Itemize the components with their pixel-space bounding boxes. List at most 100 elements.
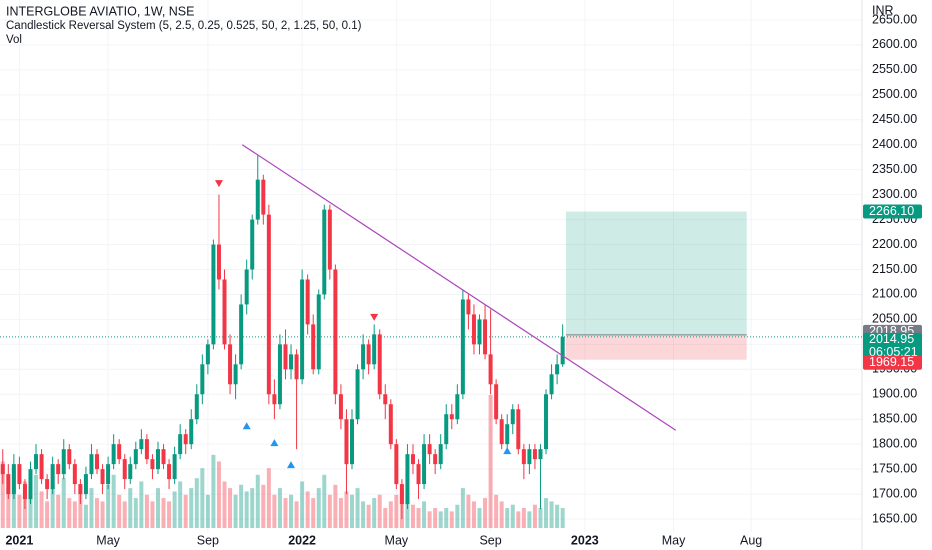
volume-bar — [455, 504, 460, 528]
candle-body — [266, 214, 271, 395]
candle-body — [183, 434, 188, 445]
candle-body — [272, 394, 277, 405]
chart-title: INTERGLOBE AVIATIO, 1W, NSE — [6, 4, 194, 18]
volume-bar — [133, 498, 138, 528]
candle-body — [228, 344, 233, 385]
volume-bar — [311, 498, 316, 528]
candle-body — [405, 454, 410, 505]
candle-body — [95, 454, 100, 470]
candle-body — [89, 454, 94, 475]
signal-marker — [370, 313, 379, 321]
volume-bar — [322, 474, 327, 528]
volume-bar — [527, 511, 532, 528]
candle-body — [377, 334, 382, 395]
candle-body — [205, 344, 210, 365]
volume-bar — [261, 484, 266, 528]
candle-body — [200, 364, 205, 395]
y-tick-label: 1750.00 — [872, 461, 917, 475]
x-tick-label: Sep — [479, 533, 501, 547]
candle-body — [455, 394, 460, 420]
x-tick-label: 2023 — [571, 533, 599, 547]
volume-bar — [444, 508, 449, 528]
candle-body — [410, 454, 415, 465]
candle-body — [388, 404, 393, 445]
candle-body — [433, 454, 438, 465]
volume-bar — [388, 501, 393, 528]
candle-body — [28, 469, 33, 500]
candle-body — [155, 449, 160, 470]
volume-bar — [255, 474, 260, 528]
y-tick-label: 2600.00 — [872, 37, 917, 51]
signal-marker — [270, 439, 279, 447]
volume-bar — [83, 504, 88, 528]
volume-bar — [516, 511, 521, 528]
candle-body — [449, 414, 454, 420]
volume-label: Vol — [6, 34, 22, 46]
y-tick-label: 2050.00 — [872, 312, 917, 326]
candle-body — [532, 449, 537, 460]
volume-bar — [510, 504, 515, 528]
candle-body — [338, 394, 343, 420]
volume-bar — [194, 478, 199, 528]
volume-bar — [89, 488, 94, 528]
volume-bar — [61, 478, 66, 528]
candle-body — [366, 344, 371, 365]
volume-bar — [17, 494, 22, 528]
candle-body — [444, 414, 449, 445]
candle-body — [394, 444, 399, 485]
candle-body — [527, 449, 532, 465]
volume-bar — [333, 484, 338, 528]
volume-bar — [266, 468, 271, 528]
candle-body — [505, 424, 510, 445]
candle-body — [34, 454, 39, 470]
volume-bar — [189, 488, 194, 528]
volume-bar — [6, 488, 11, 528]
x-tick-label: May — [662, 533, 686, 547]
volume-bar — [466, 494, 471, 528]
signal-marker — [214, 180, 223, 188]
volume-bar — [283, 498, 288, 528]
y-tick-label: 2650.00 — [872, 12, 917, 26]
volume-bar — [410, 504, 415, 528]
volume-bar — [344, 491, 349, 528]
volume-bar — [422, 501, 427, 528]
volume-bar — [28, 498, 33, 528]
volume-bar — [499, 501, 504, 528]
candle-body — [250, 219, 255, 270]
volume-bar — [305, 491, 310, 528]
volume-bar — [316, 488, 321, 528]
volume-bar — [361, 501, 366, 528]
y-tick-label: 2550.00 — [872, 62, 917, 76]
candle-body — [422, 444, 427, 485]
volume-bar — [172, 491, 177, 528]
volume-bar — [200, 468, 205, 528]
candle-body — [471, 314, 476, 345]
candle-body — [39, 454, 44, 480]
volume-bar — [233, 494, 238, 528]
candle-body — [67, 449, 72, 465]
x-tick-label: 2021 — [5, 533, 33, 547]
candle-body — [22, 484, 27, 500]
volume-bar — [327, 494, 332, 528]
candle-body — [172, 454, 177, 480]
candle-body — [6, 474, 11, 495]
candle-body — [483, 319, 488, 355]
volume-bar — [560, 508, 565, 528]
candle-body — [239, 304, 244, 365]
candle-body — [194, 394, 199, 420]
candle-body — [555, 364, 560, 375]
volume-bar — [488, 395, 493, 528]
x-tick-label: Aug — [740, 533, 762, 547]
volume-bar — [150, 501, 155, 528]
candle-body — [261, 179, 266, 215]
candle-body — [100, 469, 105, 485]
volume-bar — [216, 461, 221, 528]
y-tick-label: 2150.00 — [872, 262, 917, 276]
candle-body — [333, 269, 338, 395]
x-tick-label: Sep — [197, 533, 219, 547]
candle-body — [72, 464, 77, 485]
candle-body — [244, 269, 249, 305]
candle-body — [139, 439, 144, 450]
candle-body — [477, 319, 482, 345]
candle-body — [521, 449, 526, 465]
